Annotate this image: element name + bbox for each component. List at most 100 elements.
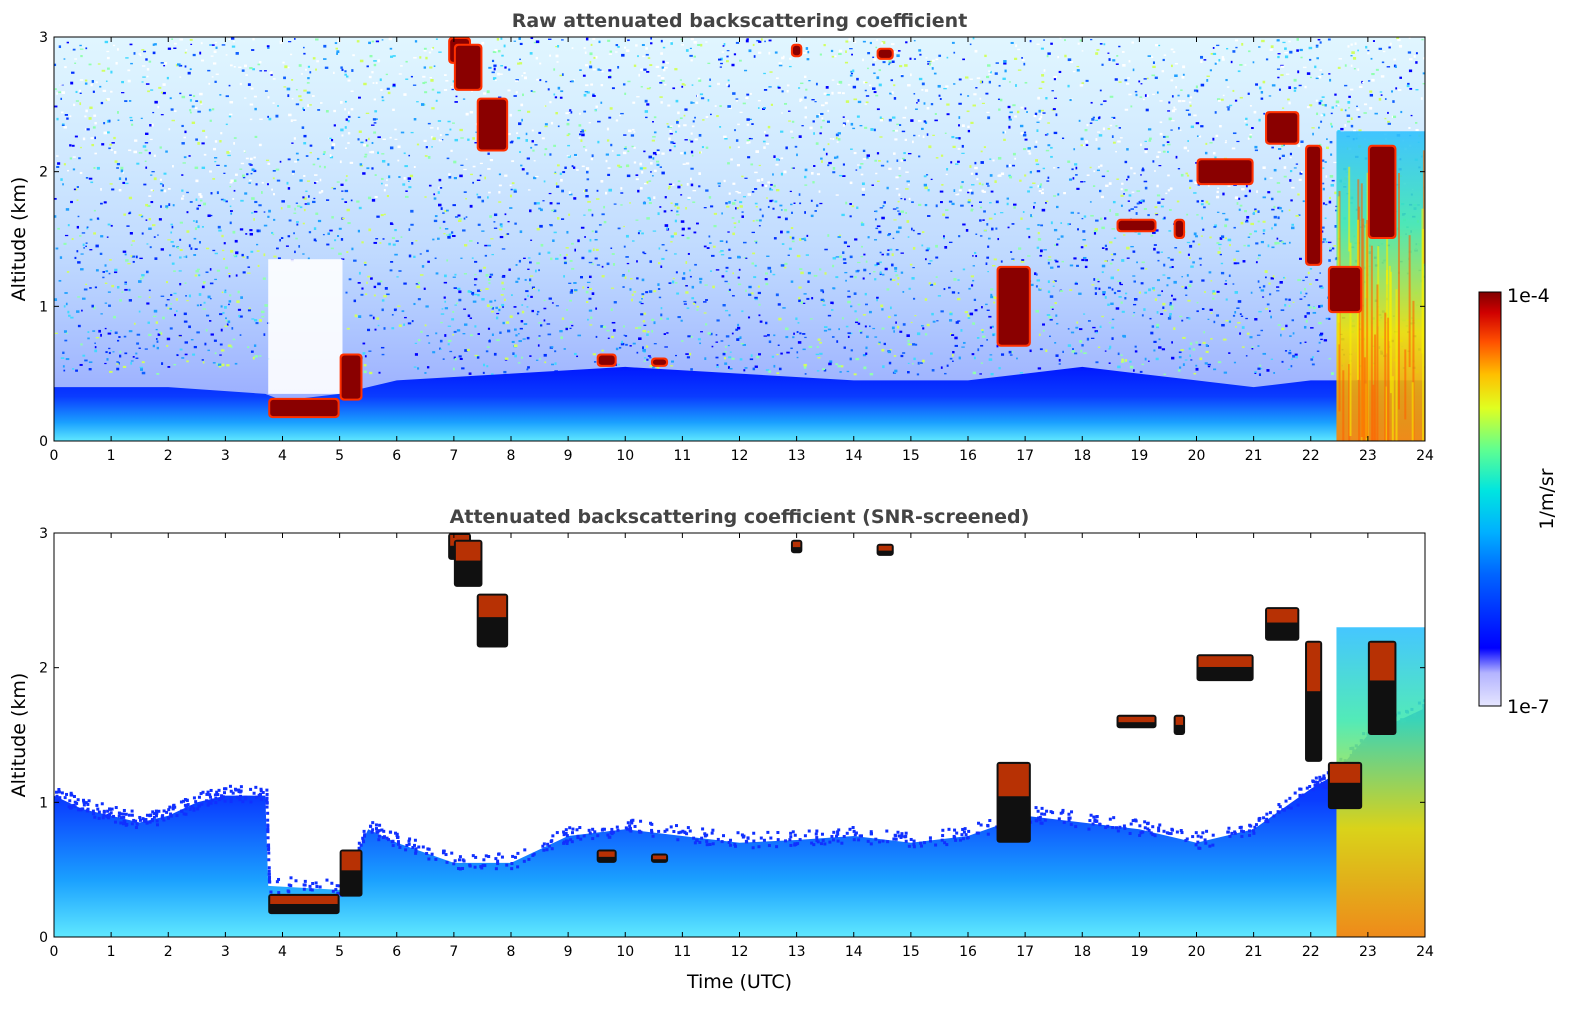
noise-speck <box>1086 337 1090 341</box>
noise-speck <box>794 145 798 148</box>
noise-speck <box>1276 242 1280 245</box>
noise-speck <box>212 362 216 364</box>
noise-speck <box>1264 270 1268 273</box>
noise-speck <box>1096 278 1100 281</box>
noise-speck <box>490 373 494 375</box>
noise-speck <box>731 295 735 297</box>
noise-speck <box>267 162 271 165</box>
noise-speck <box>702 119 705 121</box>
noise-speck <box>1053 195 1057 197</box>
noise-speck <box>586 281 591 283</box>
noise-speck <box>976 336 980 339</box>
noise-speck <box>790 203 793 206</box>
noise-speck <box>1298 214 1301 216</box>
noise-speck <box>943 88 947 90</box>
noise-speck <box>705 299 708 301</box>
noise-speck <box>752 252 756 255</box>
noise-speck <box>608 188 613 192</box>
noise-speck <box>967 199 972 202</box>
noise-speck <box>403 176 406 180</box>
noise-speck <box>553 172 557 175</box>
noise-speck <box>934 113 937 115</box>
noise-speck <box>737 323 740 327</box>
noise-speck <box>655 65 660 68</box>
noise-speck <box>493 64 497 67</box>
noise-speck <box>404 316 407 319</box>
noise-speck <box>692 302 696 305</box>
noise-speck <box>646 87 651 90</box>
noise-speck <box>88 368 92 371</box>
noise-speck <box>229 101 234 104</box>
noise-speck <box>605 159 608 163</box>
noise-speck <box>811 99 815 101</box>
noise-speck <box>832 171 836 174</box>
noise-speck <box>479 289 482 292</box>
noise-speck <box>1346 114 1351 117</box>
noise-speck <box>750 354 753 357</box>
noise-speck <box>674 205 677 207</box>
noise-speck <box>958 235 961 238</box>
noise-speck <box>251 49 255 51</box>
noise-speck <box>783 102 788 105</box>
noise-speck <box>576 355 579 358</box>
noise-speck <box>1251 346 1254 348</box>
noise-speck <box>784 217 788 221</box>
noise-speck <box>120 169 124 173</box>
noise-speck <box>368 350 372 352</box>
noise-speck <box>371 71 374 74</box>
noise-speck <box>1299 172 1303 175</box>
noise-speck <box>398 73 402 75</box>
noise-speck <box>160 189 164 192</box>
noise-speck <box>519 58 521 61</box>
noise-speck <box>801 125 804 127</box>
noise-speck <box>960 185 963 189</box>
noise-speck <box>125 259 129 262</box>
noise-speck <box>116 367 120 371</box>
noise-speck <box>1335 105 1338 107</box>
noise-speck <box>258 204 262 207</box>
noise-speck <box>854 238 858 241</box>
noise-speck <box>1118 296 1122 298</box>
noise-speck <box>1163 373 1166 376</box>
noise-speck <box>363 370 367 374</box>
noise-speck <box>223 199 226 202</box>
noise-speck <box>110 224 113 227</box>
noise-speck <box>1036 129 1039 133</box>
noise-speck <box>1162 150 1166 153</box>
noise-speck <box>1358 129 1362 132</box>
noise-speck <box>1073 148 1076 151</box>
noise-speck <box>675 99 679 103</box>
noise-speck <box>344 70 347 73</box>
noise-speck <box>970 191 974 195</box>
noise-speck <box>672 142 676 145</box>
noise-speck <box>872 56 875 59</box>
noise-speck <box>302 107 304 111</box>
noise-speck <box>114 151 117 154</box>
noise-speck <box>459 357 463 360</box>
noise-speck <box>1218 58 1221 62</box>
noise-speck <box>358 315 362 318</box>
noise-speck <box>1393 115 1397 119</box>
noise-speck <box>1085 144 1089 147</box>
noise-speck <box>197 204 202 207</box>
noise-speck <box>1244 120 1247 123</box>
noise-speck <box>266 183 269 186</box>
noise-speck <box>268 117 272 121</box>
noise-speck <box>1209 308 1213 311</box>
noise-speck <box>1217 187 1220 190</box>
noise-speck <box>1347 45 1350 48</box>
noise-speck <box>216 269 221 272</box>
noise-speck <box>88 117 92 120</box>
noise-speck <box>95 244 99 248</box>
noise-speck <box>465 216 468 218</box>
noise-speck <box>569 109 572 111</box>
noise-speck <box>1182 363 1185 366</box>
noise-speck <box>204 342 207 346</box>
noise-speck <box>375 118 378 120</box>
noise-speck <box>865 260 868 263</box>
noise-speck <box>884 267 888 271</box>
noise-speck <box>384 184 388 187</box>
noise-speck <box>1293 87 1297 90</box>
noise-speck <box>878 341 881 344</box>
noise-speck <box>1078 292 1082 295</box>
